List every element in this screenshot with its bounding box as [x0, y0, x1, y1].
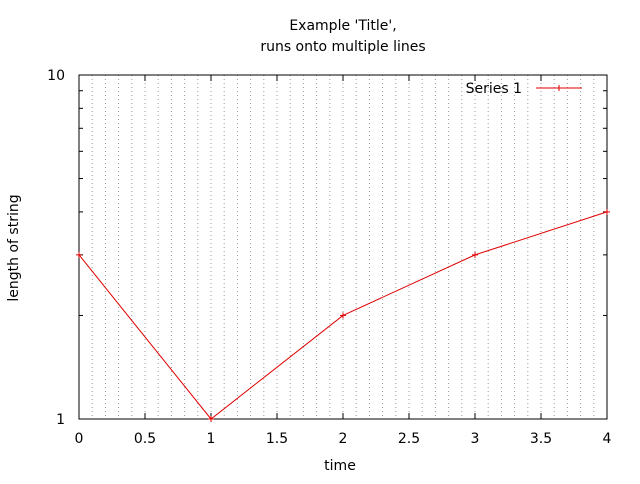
- x-tick-label: 2.5: [398, 431, 420, 447]
- chart-title-line-2: runs onto multiple lines: [260, 39, 425, 55]
- x-tick-label: 0.5: [134, 431, 156, 447]
- data-point: [76, 251, 82, 258]
- x-tick-label: 1.5: [266, 431, 288, 447]
- x-axis-label: time: [324, 458, 356, 474]
- chart-title-line-1: Example 'Title',: [289, 18, 396, 34]
- x-tick-label: 0: [75, 431, 84, 447]
- ticks: 0 0.5 1 1.5 2 2.5 3 3.5 4 1 10: [47, 68, 611, 447]
- data-point: [472, 251, 478, 258]
- x-tick-label: 1: [207, 431, 216, 447]
- data-point: [340, 312, 346, 319]
- x-tick-label: 2: [339, 431, 348, 447]
- data-point: [604, 208, 610, 215]
- grid: [91, 75, 595, 419]
- y-tick-label: 10: [47, 68, 65, 84]
- y-tick-label: 1: [56, 412, 65, 428]
- x-tick-label: 4: [603, 431, 612, 447]
- legend: Series 1: [466, 81, 582, 97]
- x-tick-label: 3: [471, 431, 480, 447]
- x-tick-label: 3.5: [530, 431, 552, 447]
- data-point: [208, 416, 214, 422]
- y-axis-label: length of string: [6, 194, 22, 301]
- legend-label-series-1: Series 1: [466, 81, 522, 97]
- series-layer: [76, 208, 610, 422]
